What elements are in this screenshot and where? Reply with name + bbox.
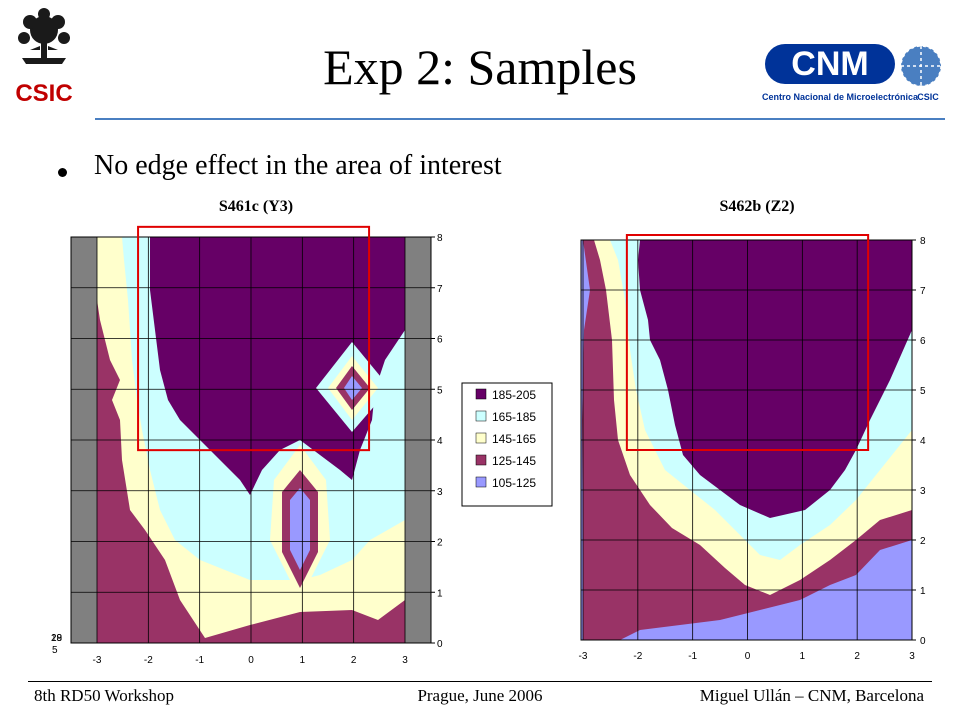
x-tick-label: 3: [909, 651, 915, 662]
y-tick-label: 4: [920, 436, 926, 447]
cnm-logo-subtitle: Centro Nacional de Microelectrónica: [762, 92, 919, 102]
stray-axis-label: 28: [51, 633, 63, 644]
slide-canvas: CSIC CNM Centro Nacional de Microelectró…: [15, 8, 942, 666]
x-tick-label: 1: [300, 655, 306, 666]
legend-label: 145-165: [492, 432, 536, 446]
csic-logo-text: CSIC: [15, 80, 72, 107]
y-tick-label: 7: [437, 284, 443, 295]
cnm-logo-text: CNM: [791, 45, 868, 83]
y-tick-label: 3: [920, 486, 926, 497]
band-185-205: [150, 237, 405, 495]
x-tick-label: 0: [745, 651, 751, 662]
footer-right: Miguel Ullán – CNM, Barcelona: [699, 686, 924, 705]
y-tick-label: 1: [920, 586, 926, 597]
y-tick-label: 0: [920, 636, 926, 647]
region-of-interest-s461c: [137, 225, 371, 452]
y-tick-label: 7: [920, 286, 926, 297]
legend: 185-205 165-185 145-165 125-145 105-125: [461, 382, 553, 507]
x-tick-label: -1: [688, 651, 697, 662]
legend-label: 185-205: [492, 388, 536, 402]
y-tick-label: 4: [437, 436, 443, 447]
y-tick-label: 6: [920, 336, 926, 347]
legend-swatch: [475, 454, 487, 466]
footer-left: 8th RD50 Workshop: [34, 686, 174, 705]
footer-divider: [28, 681, 932, 682]
x-ticks-s462b: -3 -2 -1 0 1 2 3: [579, 651, 916, 662]
footer-center: Prague, June 2006: [417, 686, 543, 705]
legend-label: 125-145: [492, 454, 536, 468]
x-tick-label: 0: [248, 655, 254, 666]
y-tick-label: 3: [437, 487, 443, 498]
cnm-badge: [765, 44, 895, 84]
stray-axis-label: 5: [52, 645, 58, 656]
stray-axis-label: 19: [51, 633, 63, 644]
y-tick-label: 2: [920, 536, 926, 547]
x-tick-label: 3: [402, 655, 408, 666]
legend-swatch: [475, 388, 487, 400]
bullet-icon: [58, 168, 67, 177]
x-ticks-s461c: -3 -2 -1 0 1 2 3: [93, 655, 409, 666]
legend-label: 105-125: [492, 476, 536, 490]
cnm-globe-icon: [900, 45, 942, 87]
legend-swatch: [475, 476, 487, 488]
x-tick-label: -3: [93, 655, 102, 666]
diamond-core: [344, 376, 362, 400]
header-divider: [95, 118, 945, 120]
y-tick-label: 1: [437, 588, 443, 599]
band-185-205: [638, 240, 912, 518]
chart-title-s461c: S461c (Y3): [219, 198, 293, 215]
x-tick-label: -3: [579, 651, 588, 662]
y-ticks-s461c: 0 1 2 3 4 5 6 7 8: [431, 233, 443, 650]
y-tick-label: 5: [437, 385, 443, 396]
region-of-interest-s462b: [625, 234, 870, 451]
y-tick-label: 8: [920, 236, 926, 247]
cnm-logo-tag: CSIC: [917, 92, 939, 102]
legend-label: 165-185: [492, 410, 536, 424]
cnm-logo: CNM Centro Nacional de Microelectrónica …: [762, 44, 942, 102]
y-ticks-s462b: 0 1 2 3 4 5 6 7 8: [912, 236, 926, 647]
legend-swatch: [475, 432, 487, 444]
x-tick-label: 2: [351, 655, 357, 666]
y-tick-label: 8: [437, 233, 443, 244]
chart-s462b: S462b (Z2) -3 -2 -1 0 1 2 3 0 1 2 3 4 5 6 7 8: [579, 198, 926, 662]
y-tick-label: 5: [920, 386, 926, 397]
x-tick-label: -2: [144, 655, 153, 666]
x-tick-label: 1: [800, 651, 806, 662]
lens-inner: [290, 488, 310, 570]
bullet-text: No edge effect in the area of interest: [94, 150, 502, 181]
x-tick-label: -1: [195, 655, 204, 666]
y-tick-label: 6: [437, 335, 443, 346]
x-tick-label: -2: [633, 651, 642, 662]
x-tick-label: 2: [854, 651, 860, 662]
legend-swatch: [475, 410, 487, 422]
y-tick-label: 0: [437, 639, 443, 650]
page-title: Exp 2: Samples: [323, 39, 637, 95]
chart-title-s462b: S462b (Z2): [719, 198, 794, 215]
csic-logo: CSIC: [15, 8, 73, 107]
y-tick-label: 2: [437, 538, 443, 549]
csic-tree-icon: [18, 8, 70, 64]
